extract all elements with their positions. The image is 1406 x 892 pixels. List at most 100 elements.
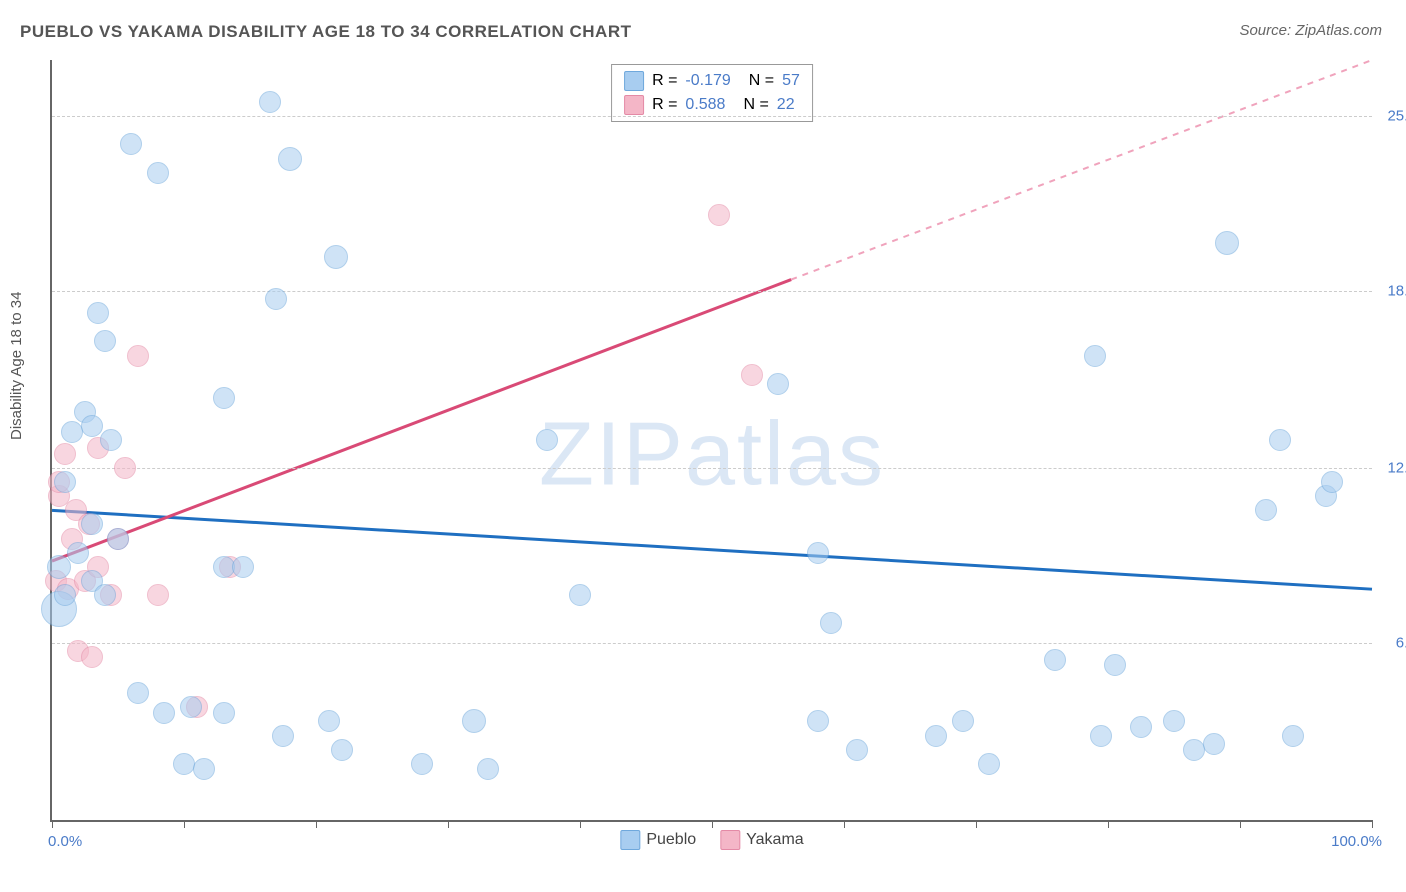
- yakama-swatch: [624, 95, 644, 115]
- pueblo-point: [193, 758, 215, 780]
- pueblo-point: [411, 753, 433, 775]
- pueblo-point: [153, 702, 175, 724]
- pueblo-swatch-icon: [620, 830, 640, 850]
- x-tick: [52, 820, 53, 828]
- x-tick: [448, 820, 449, 828]
- source-attribution: Source: ZipAtlas.com: [1239, 22, 1382, 39]
- pueblo-point: [213, 387, 235, 409]
- legend-row-pueblo: R = -0.179 N = 57: [624, 69, 800, 93]
- yakama-point: [708, 204, 730, 226]
- pueblo-point: [147, 162, 169, 184]
- pueblo-point: [94, 584, 116, 606]
- gridline: [52, 468, 1372, 469]
- n-label: N =: [749, 72, 774, 90]
- legend-row-yakama: R = 0.588 N = 22: [624, 93, 800, 117]
- pueblo-point: [767, 373, 789, 395]
- x-tick: [976, 820, 977, 828]
- pueblo-point: [318, 710, 340, 732]
- pueblo-point: [100, 429, 122, 451]
- y-axis-label: Disability Age 18 to 34: [8, 292, 25, 440]
- pueblo-point: [536, 429, 558, 451]
- pueblo-point: [1090, 725, 1112, 747]
- pueblo-point: [952, 710, 974, 732]
- pueblo-point: [54, 471, 76, 493]
- pueblo-point: [127, 682, 149, 704]
- yakama-point: [127, 345, 149, 367]
- chart-title: PUEBLO VS YAKAMA DISABILITY AGE 18 TO 34…: [20, 22, 632, 42]
- pueblo-point: [107, 528, 129, 550]
- pueblo-point: [569, 584, 591, 606]
- pueblo-point: [259, 91, 281, 113]
- yakama-swatch-icon: [720, 830, 740, 850]
- x-tick: [580, 820, 581, 828]
- yakama-point: [147, 584, 169, 606]
- pueblo-point: [81, 513, 103, 535]
- yakama-point: [741, 364, 763, 386]
- pueblo-point: [1215, 231, 1239, 255]
- pueblo-swatch: [624, 71, 644, 91]
- trend-lines-layer: [52, 60, 1372, 820]
- pueblo-point: [807, 710, 829, 732]
- pueblo-point: [462, 709, 486, 733]
- pueblo-point: [1130, 716, 1152, 738]
- x-tick: [1240, 820, 1241, 828]
- yakama-point: [54, 443, 76, 465]
- pueblo-point: [54, 584, 76, 606]
- pueblo-point: [120, 133, 142, 155]
- pueblo-point: [1163, 710, 1185, 732]
- pueblo-point: [1203, 733, 1225, 755]
- pueblo-point: [1084, 345, 1106, 367]
- legend-item-yakama: Yakama: [720, 830, 804, 850]
- pueblo-point: [925, 725, 947, 747]
- y-tick-label: 18.8%: [1387, 282, 1406, 299]
- pueblo-point: [807, 542, 829, 564]
- gridline: [52, 643, 1372, 644]
- yakama-label: Yakama: [746, 831, 804, 849]
- pueblo-point: [94, 330, 116, 352]
- pueblo-point: [278, 147, 302, 171]
- x-tick: [712, 820, 713, 828]
- x-tick: [844, 820, 845, 828]
- x-axis-min-label: 0.0%: [48, 833, 82, 850]
- pueblo-point: [477, 758, 499, 780]
- trend-line: [52, 280, 791, 561]
- pueblo-label: Pueblo: [646, 831, 696, 849]
- x-tick: [1108, 820, 1109, 828]
- pueblo-point: [978, 753, 1000, 775]
- pueblo-point: [1104, 654, 1126, 676]
- r-label: R =: [652, 96, 677, 114]
- legend-item-pueblo: Pueblo: [620, 830, 696, 850]
- trend-line: [52, 510, 1372, 589]
- y-tick-label: 6.3%: [1396, 634, 1406, 651]
- pueblo-r-value: -0.179: [685, 72, 730, 90]
- pueblo-n-value: 57: [782, 72, 800, 90]
- pueblo-point: [272, 725, 294, 747]
- trend-line: [791, 60, 1372, 280]
- yakama-n-value: 22: [777, 96, 795, 114]
- y-tick-label: 12.5%: [1387, 460, 1406, 477]
- yakama-point: [81, 646, 103, 668]
- plot-area: ZIPatlas R = -0.179 N = 57 R = 0.588 N =…: [50, 60, 1372, 822]
- x-axis-max-label: 100.0%: [1331, 833, 1382, 850]
- pueblo-point: [1183, 739, 1205, 761]
- n-label: N =: [743, 96, 768, 114]
- correlation-legend: R = -0.179 N = 57 R = 0.588 N = 22: [611, 64, 813, 122]
- pueblo-point: [1321, 471, 1343, 493]
- r-label: R =: [652, 72, 677, 90]
- pueblo-point: [61, 421, 83, 443]
- yakama-r-value: 0.588: [685, 96, 725, 114]
- pueblo-point: [87, 302, 109, 324]
- pueblo-point: [820, 612, 842, 634]
- pueblo-point: [173, 753, 195, 775]
- x-tick: [184, 820, 185, 828]
- pueblo-point: [1282, 725, 1304, 747]
- pueblo-point: [1044, 649, 1066, 671]
- y-tick-label: 25.0%: [1387, 108, 1406, 125]
- x-tick: [316, 820, 317, 828]
- pueblo-point: [232, 556, 254, 578]
- yakama-point: [114, 457, 136, 479]
- pueblo-point: [846, 739, 868, 761]
- gridline: [52, 116, 1372, 117]
- pueblo-point: [213, 556, 235, 578]
- gridline: [52, 291, 1372, 292]
